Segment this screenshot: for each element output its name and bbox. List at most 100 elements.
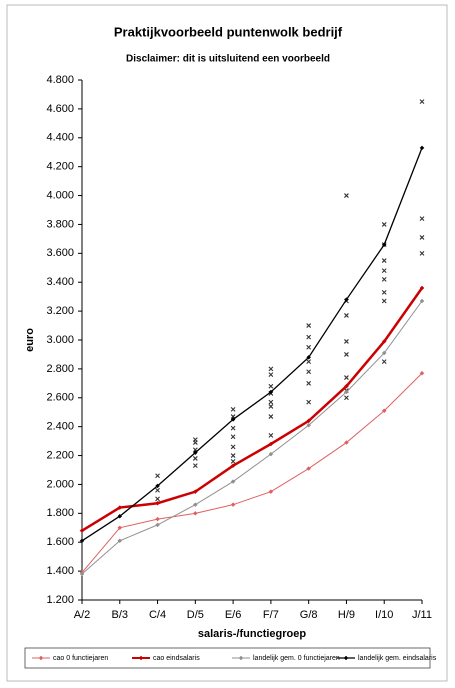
x-tick-label: D/5	[187, 609, 204, 621]
series-marker	[344, 383, 349, 389]
series-marker	[117, 525, 123, 531]
y-tick-label: 2.800	[46, 363, 74, 375]
scatter-point	[268, 432, 274, 438]
scatter-point	[155, 487, 160, 493]
x-tick-label: G/8	[300, 609, 318, 621]
legend-marker	[238, 655, 244, 661]
x-tick-label: B/3	[112, 609, 129, 621]
scatter-point	[344, 352, 349, 357]
series-marker	[155, 522, 160, 528]
scatter-point	[381, 276, 387, 282]
series-marker	[230, 417, 236, 422]
scatter-point	[268, 404, 274, 409]
y-tick-label: 1.800	[46, 507, 74, 519]
scatter-point	[268, 383, 274, 389]
series-marker	[268, 451, 274, 457]
chart-subtitle: Disclaimer: dit is uitsluitend een voorb…	[126, 54, 330, 65]
y-tick-label: 2.000	[46, 478, 74, 490]
y-tick-label: 4.400	[46, 132, 74, 144]
series-marker	[155, 516, 160, 522]
scatter-point	[306, 380, 312, 386]
scatter-point	[381, 222, 387, 227]
scatter-point	[381, 298, 387, 304]
scatter-point	[306, 359, 312, 365]
scatter-point	[344, 395, 349, 401]
legend-marker	[138, 655, 144, 661]
series-marker	[230, 479, 236, 484]
x-tick-label: A/2	[74, 609, 91, 621]
x-tick-label: E/6	[225, 609, 242, 621]
series-marker	[192, 450, 198, 456]
series-marker	[306, 354, 312, 360]
series-marker	[192, 502, 198, 508]
frame	[6, 4, 448, 682]
series-marker	[192, 489, 198, 495]
series-marker	[344, 297, 349, 302]
scatter-point	[419, 99, 425, 105]
scatter-point	[230, 453, 236, 458]
y-tick-label: 4.000	[46, 189, 74, 201]
series-line	[81, 300, 423, 575]
y-tick-label: 2.200	[46, 449, 74, 461]
scatter-point	[268, 399, 274, 405]
scatter-point	[306, 344, 312, 350]
y-tick-label: 4.200	[46, 161, 74, 173]
x-axis-label: salaris-/functiegroep	[198, 628, 306, 640]
series-marker	[230, 502, 236, 508]
y-tick-label: 1.200	[46, 594, 74, 606]
series-marker	[268, 441, 274, 447]
series-marker	[268, 389, 274, 395]
legend-marker	[38, 655, 44, 661]
series-marker	[117, 505, 123, 510]
x-tick-label: I/10	[375, 609, 393, 621]
series-marker	[192, 510, 198, 516]
x-tick-label: F/7	[263, 609, 279, 621]
legend-label: landelijk gem. eindsalaris	[358, 655, 437, 662]
scatter-point	[381, 258, 387, 263]
scatter-point	[381, 268, 387, 274]
scatter-point	[268, 414, 274, 419]
scatter-point	[306, 323, 312, 328]
series-marker	[419, 370, 425, 376]
series-marker	[381, 339, 387, 344]
legend-label: cao eindsalaris	[153, 655, 200, 662]
y-tick-label: 4.600	[46, 103, 74, 115]
series-marker	[230, 463, 236, 469]
y-tick-label: 3.800	[46, 218, 74, 230]
series-line	[81, 147, 423, 542]
y-tick-label: 1.600	[46, 536, 74, 548]
series-marker	[419, 298, 425, 304]
scatter-point	[268, 366, 274, 372]
y-tick-label: 3.600	[46, 247, 74, 259]
y-tick-label: 3.400	[46, 276, 74, 288]
scatter-point	[268, 372, 274, 378]
scatter-point	[155, 496, 160, 502]
series-marker	[117, 538, 123, 544]
series-marker	[155, 483, 160, 489]
scatter-point	[306, 369, 312, 375]
series-marker	[419, 145, 425, 151]
legend-marker	[343, 655, 349, 661]
series-marker	[419, 285, 425, 291]
y-tick-label: 2.400	[46, 421, 74, 433]
scatter-point	[306, 334, 312, 340]
x-tick-label: J/11	[412, 609, 432, 621]
series-marker	[117, 513, 123, 519]
series-marker	[381, 242, 387, 248]
scatter-point	[344, 339, 349, 344]
series-marker	[79, 528, 85, 534]
scatter-point	[192, 463, 198, 469]
y-tick-label: 1.400	[46, 565, 74, 577]
scatter-point	[419, 216, 425, 222]
scatter-point	[192, 440, 198, 445]
scatter-point	[344, 193, 349, 198]
series-marker	[306, 422, 312, 428]
y-tick-label: 4.800	[46, 74, 74, 86]
scatter-point	[344, 375, 349, 380]
scatter-point	[230, 406, 236, 412]
series-marker	[344, 389, 349, 395]
y-tick-label: 2.600	[46, 392, 74, 404]
series-marker	[306, 466, 312, 471]
series-marker	[79, 538, 85, 544]
